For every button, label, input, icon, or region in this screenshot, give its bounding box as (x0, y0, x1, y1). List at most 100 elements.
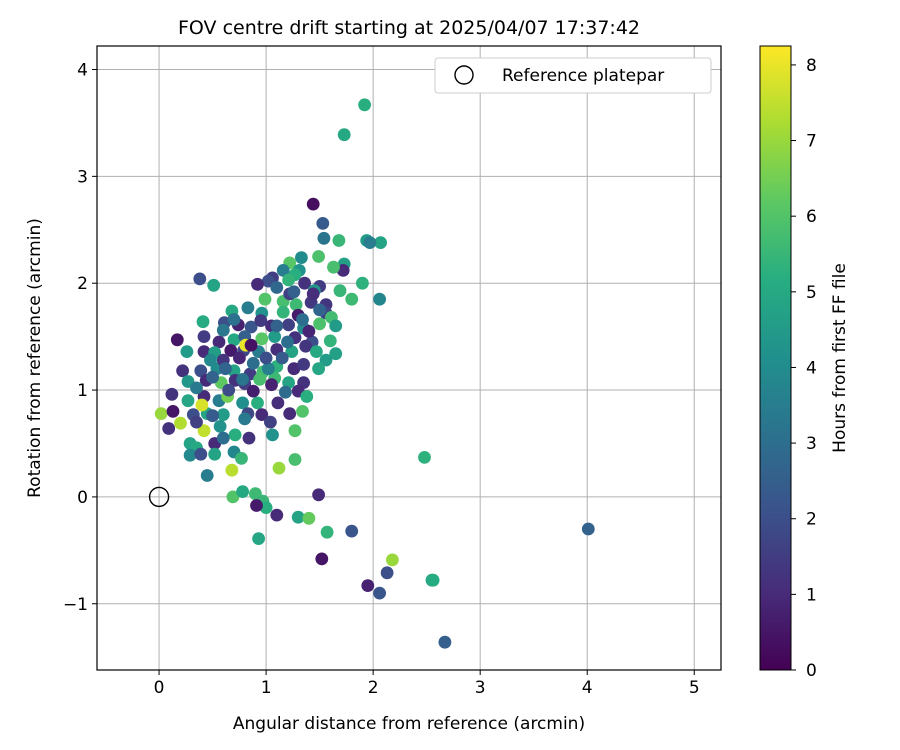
colorbar-tick-label: 7 (806, 132, 817, 152)
data-point (295, 251, 308, 264)
y-axis-label: Rotation from reference (arcmin) (25, 218, 45, 498)
data-point (174, 416, 187, 430)
data-point (287, 285, 301, 299)
data-point (208, 447, 222, 461)
data-point (581, 522, 595, 536)
data-point (296, 313, 309, 326)
y-tick-label: 2 (77, 274, 88, 294)
data-point (373, 586, 386, 600)
data-point (271, 396, 285, 410)
data-point (313, 303, 326, 317)
colorbar-tick-label: 6 (806, 207, 817, 227)
reference-platepar-marker (148, 486, 170, 508)
data-point (241, 301, 255, 315)
data-point (176, 364, 190, 378)
data-point (235, 452, 248, 465)
colorbar-tick-label: 2 (806, 510, 817, 530)
y-tick-label: 4 (77, 61, 88, 81)
data-point (183, 448, 197, 462)
x-tick-label: 5 (689, 678, 700, 698)
data-point (227, 313, 241, 326)
data-point (258, 292, 272, 306)
y-tick-label: −1 (63, 595, 88, 615)
x-tick-label: 2 (368, 678, 379, 698)
data-point (193, 272, 207, 286)
x-tick-label: 1 (261, 678, 272, 698)
x-axis-ticks: 0 1 2 3 4 5 (154, 670, 700, 698)
reference-marker (148, 486, 170, 508)
data-point (329, 319, 343, 333)
data-point (216, 408, 230, 421)
data-point (194, 447, 208, 461)
data-point (166, 405, 180, 418)
data-point (197, 424, 211, 438)
data-point (266, 428, 279, 442)
data-point (196, 315, 210, 329)
data-point (438, 635, 452, 649)
data-point (212, 335, 226, 349)
data-point (268, 330, 282, 343)
data-point (206, 409, 220, 423)
data-point (251, 277, 264, 291)
data-point (327, 260, 340, 274)
data-point (310, 345, 323, 358)
data-point (227, 333, 241, 347)
data-point (246, 384, 260, 398)
data-point (165, 387, 179, 401)
legend: Reference platepar (434, 57, 712, 94)
data-point (222, 383, 236, 397)
data-point (216, 431, 230, 445)
data-point (276, 264, 290, 277)
data-point (297, 358, 310, 371)
data-point (228, 428, 242, 442)
data-point (282, 318, 295, 332)
data-points (154, 98, 595, 649)
plot-frame (96, 45, 722, 671)
data-point (312, 362, 325, 376)
data-point (312, 488, 325, 502)
data-point (337, 128, 351, 142)
x-axis-label: Angular distance from reference (arcmin) (233, 714, 585, 734)
data-point (272, 461, 286, 475)
data-point (233, 351, 246, 365)
data-point (261, 362, 275, 376)
data-point (345, 292, 359, 306)
x-tick-label: 3 (475, 678, 486, 698)
data-point (345, 524, 359, 538)
legend-box (434, 57, 712, 94)
colorbar-tick-label: 1 (806, 585, 817, 605)
data-point (244, 338, 258, 352)
data-point (238, 412, 252, 426)
data-point (288, 424, 302, 438)
data-point (252, 532, 265, 545)
data-point (204, 353, 217, 367)
data-point (180, 345, 194, 358)
data-point (242, 431, 256, 445)
data-point (162, 422, 176, 435)
data-point (285, 345, 299, 358)
data-point (154, 407, 168, 420)
data-point (299, 339, 313, 353)
data-point (236, 485, 250, 498)
data-point (363, 236, 377, 250)
data-point (226, 490, 240, 504)
legend-label: Reference platepar (502, 66, 664, 86)
data-point (298, 276, 311, 290)
data-point (270, 508, 284, 522)
y-tick-label: 1 (77, 381, 88, 401)
data-point (190, 415, 203, 429)
data-point (289, 298, 303, 311)
data-point (181, 394, 195, 408)
data-point (270, 319, 284, 333)
data-point (255, 332, 269, 346)
data-point (251, 396, 264, 410)
data-point (320, 525, 334, 539)
data-point (225, 463, 239, 477)
y-axis-ticks: −1 0 1 2 3 4 (63, 61, 97, 615)
data-point (275, 351, 289, 365)
data-point (313, 317, 326, 331)
colorbar-tick-label: 5 (806, 283, 817, 303)
data-point (315, 552, 329, 566)
y-tick-label: 0 (77, 488, 88, 508)
